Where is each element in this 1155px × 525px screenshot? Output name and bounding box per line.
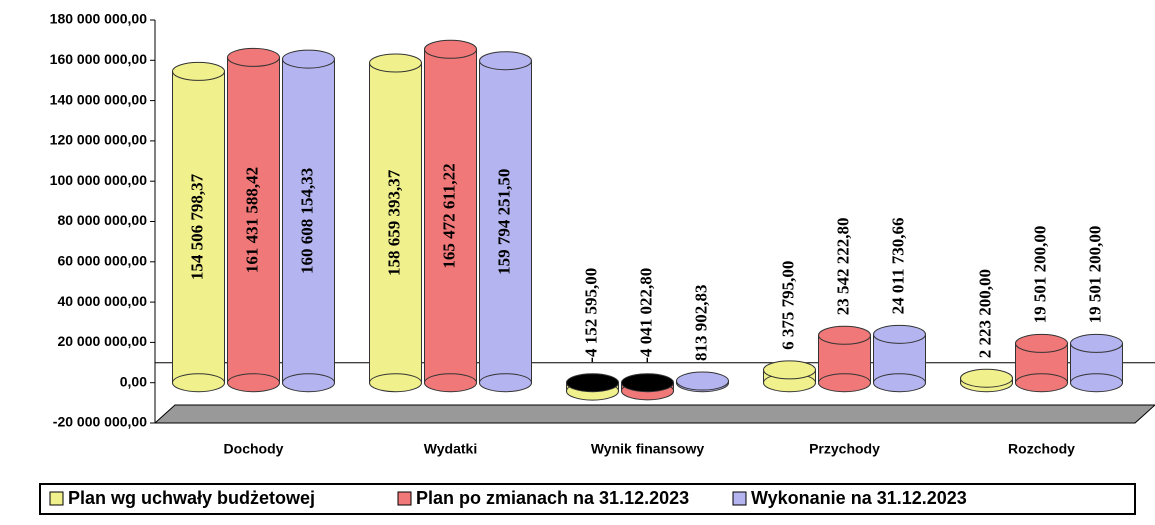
cylinder (763, 360, 816, 393)
value-label: 24 011 730,66 (888, 218, 907, 315)
legend-label: Wykonanie na 31.12.2023 (751, 488, 967, 508)
y-tick-label: 120 000 000,00 (50, 132, 148, 148)
value-label: 19 501 200,00 (1085, 226, 1104, 324)
value-label: 6 375 795,00 (778, 261, 797, 350)
value-label: -4 152 595,00 (581, 268, 600, 363)
value-label: 154 506 798,37 (187, 173, 206, 280)
legend-label: Plan po zmianach na 31.12.2023 (416, 488, 689, 508)
cylinder-top (676, 371, 729, 391)
cylinder-top (424, 39, 477, 59)
cylinder-base (1015, 373, 1068, 393)
legend-swatch (397, 491, 412, 506)
bar (369, 62, 422, 384)
cylinder (369, 53, 422, 393)
x-tick-label: Wydatki (424, 441, 477, 457)
cylinder-base (479, 373, 532, 393)
value-label: 19 501 200,00 (1030, 226, 1049, 324)
x-tick-label: Przychody (809, 441, 880, 457)
value-label: 23 542 222,80 (833, 218, 852, 316)
cylinder-top (172, 61, 225, 81)
cylinder-top (282, 49, 335, 69)
cylinder (282, 49, 335, 393)
x-tick-label: Wynik finansowy (591, 441, 705, 457)
cylinder-base (227, 373, 280, 393)
value-label: 2 223 200,00 (975, 269, 994, 358)
cylinder (424, 39, 477, 393)
cylinder-base (873, 373, 926, 393)
bar (227, 56, 280, 384)
y-tick-label: 80 000 000,00 (57, 212, 147, 228)
cylinder (960, 368, 1013, 393)
cylinder-top (1015, 333, 1068, 353)
cylinder-base (369, 373, 422, 393)
bar (282, 58, 335, 384)
cylinder (479, 51, 532, 393)
y-tick-label: 180 000 000,00 (50, 11, 148, 27)
cylinder (227, 47, 280, 393)
legend-swatch (732, 491, 747, 506)
y-tick-label: 40 000 000,00 (57, 293, 147, 309)
bar (479, 60, 532, 384)
cylinder-top (1070, 333, 1123, 353)
y-tick-label: 0,00 (120, 373, 147, 389)
value-label: -4 041 022,80 (636, 268, 655, 363)
floor (153, 404, 1155, 424)
cylinder-top (621, 373, 674, 393)
bar (424, 48, 477, 384)
cylinder-base (818, 373, 871, 393)
cylinder (566, 373, 619, 401)
cylinder (172, 61, 225, 393)
cylinder (1070, 333, 1123, 393)
cylinder-top (818, 325, 871, 345)
cylinder-base (424, 373, 477, 393)
cylinder (676, 371, 729, 393)
value-label: 165 472 611,22 (439, 163, 458, 268)
legend-swatch (49, 491, 64, 506)
value-label: 159 794 251,50 (494, 169, 513, 275)
x-tick-label: Rozchody (1008, 441, 1075, 457)
cylinder-base (1070, 373, 1123, 393)
cylinder (1015, 333, 1068, 393)
y-tick-label: 140 000 000,00 (50, 91, 148, 107)
y-tick-label: -20 000 000,00 (53, 414, 147, 430)
value-label: 813 902,83 (691, 285, 710, 362)
legend-label: Plan wg uchwały budżetowej (68, 488, 315, 508)
x-tick-label: Dochody (224, 441, 284, 457)
value-label: 160 608 154,33 (297, 168, 316, 274)
cylinder-top (479, 51, 532, 71)
cylinder-base (282, 373, 335, 393)
y-tick-label: 20 000 000,00 (57, 333, 147, 349)
y-tick-label: 60 000 000,00 (57, 253, 147, 269)
cylinder-top (960, 368, 1013, 388)
y-tick-label: 160 000 000,00 (50, 51, 148, 67)
value-label: 161 431 588,42 (242, 167, 261, 273)
cylinder (621, 373, 674, 401)
bar (172, 70, 225, 384)
cylinder-top (566, 373, 619, 393)
cylinder-top (369, 53, 422, 73)
cylinder-top (873, 324, 926, 344)
value-label: 158 659 393,37 (384, 169, 403, 276)
cylinder-base (172, 373, 225, 393)
cylinder-top (763, 360, 816, 380)
cylinder (873, 324, 926, 393)
y-tick-label: 100 000 000,00 (50, 172, 148, 188)
cylinder-top (227, 47, 280, 67)
cylinder (818, 325, 871, 393)
legend-box (39, 483, 1136, 515)
